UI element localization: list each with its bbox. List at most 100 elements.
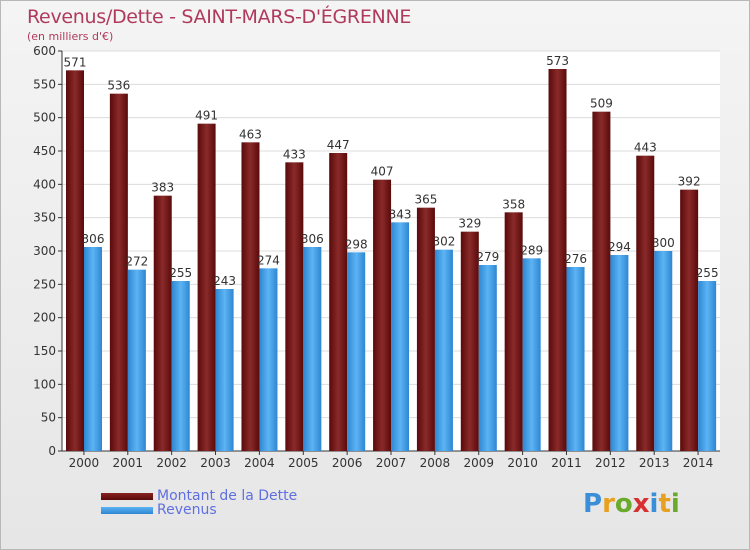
x-tick-label-2004: 2004: [244, 456, 275, 470]
y-tick-label: 50: [41, 411, 56, 425]
y-tick-label: 100: [33, 377, 56, 391]
bar-revenus-2002: [171, 281, 190, 451]
chart-title: Revenus/Dette - SAINT-MARS-D'ÉGRENNE: [27, 6, 412, 28]
data-label-dette-2007: 407: [371, 165, 394, 179]
data-label-revenus-2003: 243: [213, 274, 236, 288]
bar-revenus-2000: [84, 247, 102, 451]
data-label-revenus-2002: 255: [169, 266, 192, 280]
bar-dette-2013: [636, 155, 655, 451]
x-tick-label-2008: 2008: [420, 456, 451, 470]
x-tick-label-2001: 2001: [113, 456, 144, 470]
bar-revenus-2007: [391, 222, 410, 451]
bar-revenus-2014: [698, 281, 717, 451]
y-tick-label: 500: [33, 111, 56, 125]
data-label-dette-2014: 392: [678, 175, 701, 189]
x-tick-label-2014: 2014: [683, 456, 714, 470]
bar-dette-2002: [153, 195, 172, 451]
data-label-dette-2005: 433: [283, 147, 306, 161]
bar-dette-2001: [109, 93, 128, 452]
y-tick-label: 150: [33, 344, 56, 358]
x-tick-label-2012: 2012: [595, 456, 626, 470]
y-tick-label: 550: [33, 77, 56, 91]
data-label-revenus-2006: 298: [345, 237, 368, 251]
bar-revenus-2012: [610, 255, 629, 451]
data-label-revenus-2001: 272: [125, 255, 148, 269]
y-tick-label: 400: [33, 177, 56, 191]
data-label-dette-2001: 536: [107, 79, 130, 93]
x-tick-label-2000: 2000: [69, 456, 100, 470]
x-tick-label-2005: 2005: [288, 456, 319, 470]
logo-letter: P: [583, 489, 603, 519]
data-label-dette-2004: 463: [239, 127, 262, 141]
y-tick-label: 600: [33, 44, 56, 58]
data-label-revenus-2012: 294: [608, 240, 631, 254]
bar-dette-2012: [592, 111, 611, 452]
bar-dette-2014: [680, 189, 699, 451]
bar-revenus-2013: [654, 251, 673, 451]
bar-revenus-2011: [566, 267, 585, 451]
data-label-revenus-2009: 279: [476, 250, 499, 264]
data-label-dette-2006: 447: [327, 138, 350, 152]
label-layer: 571 306 536 272 383 255 491 243 463 274 433 306 447 2…: [64, 54, 719, 288]
legend-label-dette: Montant de la Dette: [157, 488, 298, 504]
bar-dette-2006: [329, 153, 348, 451]
data-label-revenus-2008: 302: [432, 235, 455, 249]
bar-dette-2011: [548, 69, 567, 451]
legend-item-revenus: Revenus: [101, 502, 217, 518]
logo-letter: x: [632, 489, 650, 519]
bar-revenus-2009: [478, 265, 497, 451]
x-tick-label-2011: 2011: [551, 456, 582, 470]
logo-letter: r: [602, 489, 615, 519]
bar-revenus-2003: [215, 289, 234, 451]
legend-item-dette: Montant de la Dette: [101, 488, 297, 504]
bar-layer: [66, 69, 717, 452]
bar-dette-2009: [460, 231, 479, 451]
bar-dette-2004: [241, 142, 260, 452]
data-label-revenus-2011: 276: [564, 252, 587, 266]
data-label-dette-2011: 573: [546, 54, 569, 68]
data-label-revenus-2000: 306: [82, 232, 105, 246]
data-label-dette-2013: 443: [634, 141, 657, 155]
logo-letter: i: [670, 489, 680, 519]
axis-layer: 0 50 100 150 200 250 300 350 400 450 500 550 600 2000…: [33, 44, 720, 470]
data-label-dette-2012: 509: [590, 97, 613, 111]
y-tick-label: 200: [33, 311, 56, 325]
legend-swatch-dette: [101, 492, 153, 500]
bar-revenus-2008: [434, 249, 453, 451]
logo-letter: o: [614, 489, 633, 519]
bar-dette-2008: [416, 207, 435, 451]
x-tick-label-2003: 2003: [200, 456, 231, 470]
bar-revenus-2006: [347, 252, 366, 451]
y-tick-label: 350: [33, 211, 56, 225]
x-tick-label-2010: 2010: [507, 456, 538, 470]
data-label-dette-2008: 365: [414, 193, 437, 207]
data-label-revenus-2005: 306: [301, 232, 324, 246]
x-tick-label-2007: 2007: [376, 456, 407, 470]
bar-dette-2010: [504, 212, 523, 451]
data-label-dette-2002: 383: [151, 181, 174, 195]
legend-swatch-revenus: [101, 506, 153, 514]
y-tick-label: 0: [48, 444, 56, 458]
logo-letter: t: [658, 489, 671, 519]
bar-revenus-2001: [127, 269, 146, 451]
y-tick-label: 250: [33, 277, 56, 291]
x-tick-label-2002: 2002: [156, 456, 187, 470]
data-label-dette-2000: 571: [64, 55, 87, 69]
data-label-revenus-2014: 255: [696, 266, 719, 280]
bar-dette-2005: [285, 162, 304, 452]
chart-subtitle: (en milliers d'€): [27, 30, 114, 43]
data-label-revenus-2004: 274: [257, 253, 280, 267]
bar-revenus-2005: [303, 247, 322, 451]
data-label-dette-2009: 329: [458, 217, 481, 231]
data-label-revenus-2007: 343: [389, 207, 412, 221]
proxiti-logo: Proxiti: [583, 489, 680, 519]
bar-dette-2003: [197, 123, 216, 452]
data-label-dette-2003: 491: [195, 109, 218, 123]
data-label-revenus-2010: 289: [520, 243, 543, 257]
data-label-dette-2010: 358: [502, 197, 525, 211]
logo-letter: i: [649, 489, 659, 519]
bar-dette-2000: [66, 70, 84, 451]
legend-label-revenus: Revenus: [157, 502, 217, 518]
